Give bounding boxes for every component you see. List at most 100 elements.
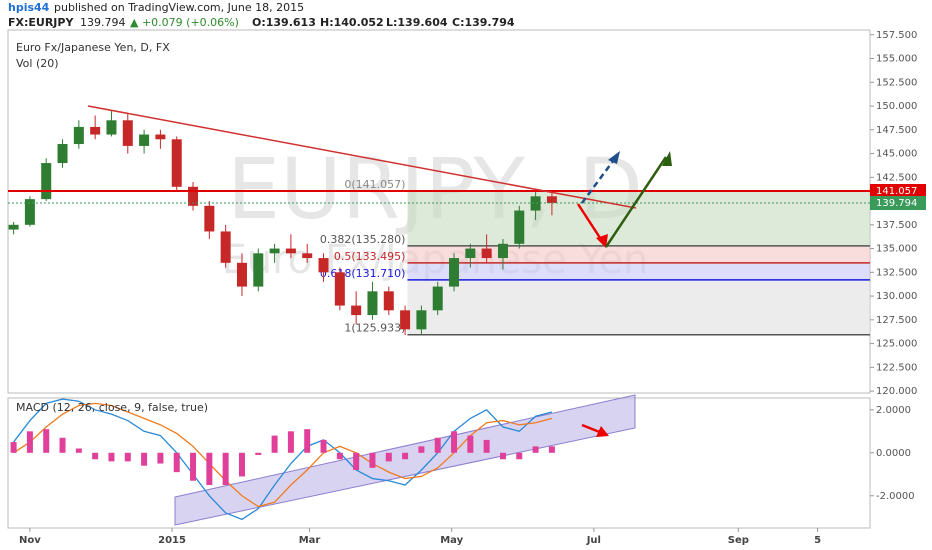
candle-body: [285, 248, 296, 254]
candle-body: [220, 231, 231, 263]
y-tick-label: 135.000: [876, 244, 917, 255]
candle-body: [139, 134, 150, 146]
candle-body: [497, 243, 508, 259]
histogram-bar: [434, 437, 441, 453]
fib-zone: [407, 262, 870, 280]
y-tick-label: 147.500: [876, 125, 917, 136]
published: published on TradingView.com, June 18, 2…: [54, 1, 304, 14]
price-badge: [870, 196, 926, 211]
histogram-bar: [75, 448, 82, 453]
candle-body: [122, 120, 133, 146]
histogram-bar: [336, 452, 343, 460]
histogram-bar: [451, 431, 458, 453]
y-tick-label: 0.0000: [876, 448, 911, 459]
candle-body: [334, 272, 345, 306]
histogram-bar: [385, 452, 392, 462]
open: O:139.613: [252, 16, 316, 29]
candle-body: [41, 163, 52, 200]
candle-body: [90, 126, 101, 135]
histogram-bar: [238, 452, 245, 477]
y-tick-label: 155.000: [876, 54, 917, 65]
candle-body: [236, 262, 247, 287]
y-tick-label: 2.0000: [876, 405, 911, 416]
histogram-bar: [108, 452, 115, 462]
histogram-bar: [59, 437, 66, 453]
y-tick-label: 125.000: [876, 339, 917, 350]
last-price: 139.794: [80, 16, 126, 29]
histogram-bar: [353, 452, 360, 470]
histogram-bar: [499, 452, 506, 460]
histogram-bar: [320, 439, 327, 453]
candle-body: [383, 291, 394, 311]
histogram-bar: [43, 429, 50, 453]
x-tick-label: Jul: [586, 535, 601, 546]
y-tick-label: 145.000: [876, 149, 917, 160]
arrow-head: [596, 234, 608, 248]
drawings: [87, 105, 672, 437]
histogram-bar: [10, 442, 17, 453]
candle-body: [530, 196, 541, 211]
candle-body: [546, 196, 557, 203]
candle-body: [57, 144, 68, 164]
histogram-bar: [173, 452, 180, 473]
price-badge-label: 139.794: [876, 198, 917, 209]
histogram-bar: [516, 452, 523, 460]
close: C:139.794: [452, 16, 515, 29]
price-badge-label: 141.057: [876, 186, 917, 197]
arrow-head: [662, 151, 672, 166]
trendline: [87, 105, 637, 209]
y-tick-label: 120.000: [876, 386, 917, 397]
indicator-label: Vol (20): [16, 57, 59, 70]
x-tick-label: Nov: [19, 535, 41, 546]
candle-body: [367, 291, 378, 316]
histogram-bar: [287, 431, 294, 453]
fib-label: 0.5(133.495): [334, 250, 406, 263]
low: L:139.604: [386, 16, 448, 29]
fib-label: 0.382(135.280): [320, 233, 406, 246]
price-badge: [870, 184, 926, 199]
user[interactable]: hpis44: [8, 1, 50, 14]
candle-body: [155, 134, 166, 140]
channel: [174, 394, 636, 526]
y-tick-label: 127.500: [876, 315, 917, 326]
histogram-bar: [304, 429, 311, 453]
x-tick-label: May: [440, 535, 463, 546]
candle-body: [416, 310, 427, 330]
candle-body: [481, 248, 492, 259]
candle-body: [302, 253, 313, 259]
candle-body: [8, 224, 19, 230]
symbol: FX:EURJPY: [8, 16, 74, 29]
fib-zone: [407, 279, 870, 335]
candle-body: [253, 253, 264, 287]
candle-body: [351, 305, 362, 316]
histogram-bar: [26, 431, 33, 453]
candle-body: [106, 120, 117, 135]
histogram-bar: [402, 452, 409, 460]
arrow-up: [604, 156, 668, 248]
y-tick-label: 150.000: [876, 101, 917, 112]
fib-label: 0.618(131.710): [320, 267, 406, 280]
histogram-bar: [92, 452, 99, 460]
candle-body: [24, 199, 35, 225]
fib-zone: [407, 245, 870, 263]
chart-title: Euro Fx/Japanese Yen, D, FX: [16, 41, 170, 54]
histogram-bar: [483, 439, 490, 453]
change: ▲ +0.079 (+0.06%): [130, 16, 239, 29]
indicator-title: MACD (12, 26, close, 9, false, true): [16, 401, 208, 414]
histogram-bar: [255, 452, 262, 455]
macd-line: [13, 398, 553, 521]
y-tick-label: 130.000: [876, 291, 917, 302]
histogram-bar: [271, 435, 278, 453]
histogram-bar: [467, 435, 474, 453]
histogram-bar: [124, 452, 131, 462]
candle-body: [73, 126, 84, 145]
histogram-bar: [548, 446, 555, 453]
arrow-head: [608, 151, 620, 164]
header: hpis44 published on TradingView.com, Jun…: [8, 1, 515, 29]
histogram-bar: [418, 446, 425, 453]
candle-body: [432, 286, 443, 311]
candle-body: [269, 248, 280, 254]
macd-line: [13, 402, 553, 508]
